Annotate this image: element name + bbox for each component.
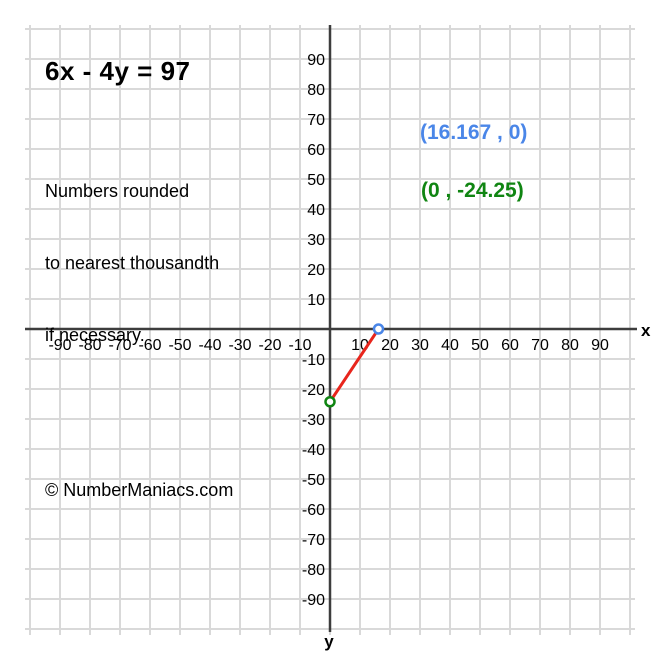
x-tick-label: 90 [591, 337, 609, 354]
x-tick-label: 30 [411, 337, 429, 354]
y-tick-label: -60 [302, 502, 325, 519]
x-tick-label: -90 [48, 337, 71, 354]
y-tick-label: -30 [302, 412, 325, 429]
line-segment [328, 327, 381, 404]
equation-title: 6x - 4y = 97 [45, 56, 191, 86]
y-tick-label: 30 [307, 232, 325, 249]
x-tick-label: -70 [108, 337, 131, 354]
y-axis-letter: y [324, 632, 334, 651]
y-tick-label: -20 [302, 382, 325, 399]
x-tick-label: 50 [471, 337, 489, 354]
x-tick-label: 40 [441, 337, 459, 354]
y-tick-label: 50 [307, 172, 325, 189]
x-tick-label: 20 [381, 337, 399, 354]
y-tick-label: 20 [307, 262, 325, 279]
x-tick-label: 60 [501, 337, 519, 354]
x-tick-label: -10 [288, 337, 311, 354]
x-tick-label: -20 [258, 337, 281, 354]
x-tick-label: -50 [168, 337, 191, 354]
y-tick-label: -70 [302, 532, 325, 549]
y-tick-label: -50 [302, 472, 325, 489]
x-tick-label: 80 [561, 337, 579, 354]
y-tick-label: 80 [307, 82, 325, 99]
y-intercept-label: (0 , -24.25) [421, 179, 524, 202]
y-tick-label: 40 [307, 202, 325, 219]
x-tick-label: -30 [228, 337, 251, 354]
y-intercept-point [324, 396, 336, 408]
y-tick-label: -40 [302, 442, 325, 459]
x-tick-label: -80 [78, 337, 101, 354]
y-tick-label: -90 [302, 592, 325, 609]
y-tick-label: 70 [307, 112, 325, 129]
x-tick-label: -60 [138, 337, 161, 354]
y-tick-label: -10 [302, 352, 325, 369]
x-intercept-label: (16.167 , 0) [420, 121, 528, 144]
watermark: © NumberManiacs.com [45, 480, 234, 500]
rounding-note: Numbers rounded to nearest thousandth if… [45, 131, 219, 395]
x-tick-label: -40 [198, 337, 221, 354]
x-tick-label: 70 [531, 337, 549, 354]
y-tick-label: -80 [302, 562, 325, 579]
x-intercept-point [372, 323, 385, 335]
note-line-3: if necessary. [45, 325, 145, 345]
note-line-1: Numbers rounded [45, 181, 190, 201]
x-axis-letter: x [641, 321, 651, 340]
y-tick-label: 10 [307, 292, 325, 309]
y-tick-label: 60 [307, 142, 325, 159]
note-line-2: to nearest thousandth [45, 253, 220, 273]
y-tick-label: 90 [307, 52, 325, 69]
